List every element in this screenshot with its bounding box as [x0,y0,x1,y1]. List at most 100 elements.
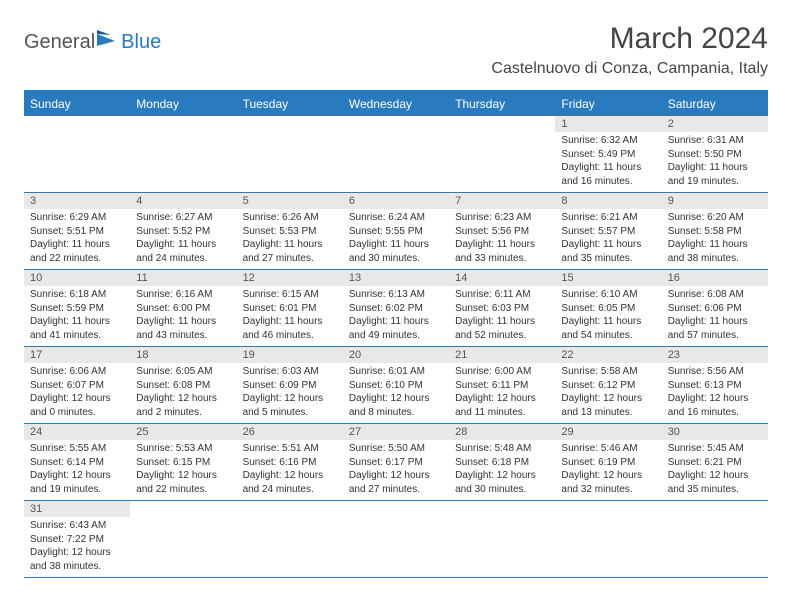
calendar-cell [343,501,449,578]
day-number: 27 [343,424,449,440]
calendar-cell: 10Sunrise: 6:18 AMSunset: 5:59 PMDayligh… [24,270,130,347]
sunset-text: Sunset: 6:03 PM [455,302,549,316]
sunset-text: Sunset: 5:58 PM [668,225,762,239]
sunrise-text: Sunrise: 5:58 AM [561,365,655,379]
sunset-text: Sunset: 5:57 PM [561,225,655,239]
day-info: Sunrise: 6:15 AMSunset: 6:01 PMDaylight:… [237,286,343,346]
daylight-text: Daylight: 11 hours and 24 minutes. [136,238,230,265]
day-info: Sunrise: 6:24 AMSunset: 5:55 PMDaylight:… [343,209,449,269]
daylight-text: Daylight: 11 hours and 46 minutes. [243,315,337,342]
sunrise-text: Sunrise: 6:05 AM [136,365,230,379]
calendar-cell: 8Sunrise: 6:21 AMSunset: 5:57 PMDaylight… [555,193,661,270]
calendar-cell: 4Sunrise: 6:27 AMSunset: 5:52 PMDaylight… [130,193,236,270]
day-info: Sunrise: 5:55 AMSunset: 6:14 PMDaylight:… [24,440,130,500]
calendar-cell: 26Sunrise: 5:51 AMSunset: 6:16 PMDayligh… [237,424,343,501]
sunrise-text: Sunrise: 6:06 AM [30,365,124,379]
calendar-cell: 12Sunrise: 6:15 AMSunset: 6:01 PMDayligh… [237,270,343,347]
calendar-cell: 27Sunrise: 5:50 AMSunset: 6:17 PMDayligh… [343,424,449,501]
calendar-cell [237,501,343,578]
sunset-text: Sunset: 5:51 PM [30,225,124,239]
day-info: Sunrise: 6:43 AMSunset: 7:22 PMDaylight:… [24,517,130,577]
calendar-cell: 29Sunrise: 5:46 AMSunset: 6:19 PMDayligh… [555,424,661,501]
daylight-text: Daylight: 11 hours and 38 minutes. [668,238,762,265]
day-number: 25 [130,424,236,440]
weekday-header: Tuesday [237,91,343,116]
calendar-cell [662,501,768,578]
weekday-header: Friday [555,91,661,116]
sunset-text: Sunset: 6:10 PM [349,379,443,393]
day-info: Sunrise: 6:16 AMSunset: 6:00 PMDaylight:… [130,286,236,346]
calendar-body: 1Sunrise: 6:32 AMSunset: 5:49 PMDaylight… [24,116,768,578]
day-number: 13 [343,270,449,286]
day-number: 19 [237,347,343,363]
calendar-cell: 25Sunrise: 5:53 AMSunset: 6:15 PMDayligh… [130,424,236,501]
logo-text-general: General [24,31,95,54]
calendar-cell: 31Sunrise: 6:43 AMSunset: 7:22 PMDayligh… [24,501,130,578]
day-info: Sunrise: 6:03 AMSunset: 6:09 PMDaylight:… [237,363,343,423]
calendar-cell: 9Sunrise: 6:20 AMSunset: 5:58 PMDaylight… [662,193,768,270]
sunset-text: Sunset: 6:12 PM [561,379,655,393]
calendar-cell [555,501,661,578]
daylight-text: Daylight: 12 hours and 24 minutes. [243,469,337,496]
sunset-text: Sunset: 5:59 PM [30,302,124,316]
sunrise-text: Sunrise: 6:27 AM [136,211,230,225]
sunset-text: Sunset: 6:11 PM [455,379,549,393]
sunrise-text: Sunrise: 6:29 AM [30,211,124,225]
daylight-text: Daylight: 12 hours and 16 minutes. [668,392,762,419]
sunset-text: Sunset: 6:15 PM [136,456,230,470]
calendar-row: 1Sunrise: 6:32 AMSunset: 5:49 PMDaylight… [24,116,768,193]
calendar-cell: 24Sunrise: 5:55 AMSunset: 6:14 PMDayligh… [24,424,130,501]
sunrise-text: Sunrise: 5:46 AM [561,442,655,456]
day-number: 28 [449,424,555,440]
sunrise-text: Sunrise: 5:45 AM [668,442,762,456]
sunrise-text: Sunrise: 6:31 AM [668,134,762,148]
day-number: 8 [555,193,661,209]
sunrise-text: Sunrise: 6:03 AM [243,365,337,379]
daylight-text: Daylight: 12 hours and 27 minutes. [349,469,443,496]
day-number: 31 [24,501,130,517]
calendar-cell [449,501,555,578]
day-number: 22 [555,347,661,363]
sunset-text: Sunset: 6:02 PM [349,302,443,316]
weekday-header: Thursday [449,91,555,116]
day-info: Sunrise: 6:11 AMSunset: 6:03 PMDaylight:… [449,286,555,346]
calendar-cell: 5Sunrise: 6:26 AMSunset: 5:53 PMDaylight… [237,193,343,270]
day-info: Sunrise: 6:32 AMSunset: 5:49 PMDaylight:… [555,132,661,192]
sunset-text: Sunset: 6:13 PM [668,379,762,393]
day-info: Sunrise: 5:58 AMSunset: 6:12 PMDaylight:… [555,363,661,423]
daylight-text: Daylight: 12 hours and 19 minutes. [30,469,124,496]
sunset-text: Sunset: 5:56 PM [455,225,549,239]
calendar-cell: 3Sunrise: 6:29 AMSunset: 5:51 PMDaylight… [24,193,130,270]
calendar-cell [343,116,449,193]
weekday-header: Saturday [662,91,768,116]
daylight-text: Daylight: 11 hours and 27 minutes. [243,238,337,265]
calendar-cell: 20Sunrise: 6:01 AMSunset: 6:10 PMDayligh… [343,347,449,424]
calendar-cell: 30Sunrise: 5:45 AMSunset: 6:21 PMDayligh… [662,424,768,501]
calendar-row: 17Sunrise: 6:06 AMSunset: 6:07 PMDayligh… [24,347,768,424]
day-info: Sunrise: 6:21 AMSunset: 5:57 PMDaylight:… [555,209,661,269]
daylight-text: Daylight: 12 hours and 13 minutes. [561,392,655,419]
calendar-cell: 23Sunrise: 5:56 AMSunset: 6:13 PMDayligh… [662,347,768,424]
sunrise-text: Sunrise: 6:10 AM [561,288,655,302]
daylight-text: Daylight: 11 hours and 54 minutes. [561,315,655,342]
sunset-text: Sunset: 6:00 PM [136,302,230,316]
day-info: Sunrise: 6:06 AMSunset: 6:07 PMDaylight:… [24,363,130,423]
day-number: 16 [662,270,768,286]
day-number: 26 [237,424,343,440]
calendar-cell: 17Sunrise: 6:06 AMSunset: 6:07 PMDayligh… [24,347,130,424]
sunset-text: Sunset: 6:14 PM [30,456,124,470]
day-info: Sunrise: 6:27 AMSunset: 5:52 PMDaylight:… [130,209,236,269]
day-number: 10 [24,270,130,286]
logo: General Blue [24,30,161,55]
sunset-text: Sunset: 5:50 PM [668,148,762,162]
weekday-header-row: Sunday Monday Tuesday Wednesday Thursday… [24,91,768,116]
day-number: 7 [449,193,555,209]
sunset-text: Sunset: 6:09 PM [243,379,337,393]
sunrise-text: Sunrise: 6:08 AM [668,288,762,302]
month-title: March 2024 [491,22,768,56]
sunset-text: Sunset: 6:18 PM [455,456,549,470]
calendar-row: 10Sunrise: 6:18 AMSunset: 5:59 PMDayligh… [24,270,768,347]
sunrise-text: Sunrise: 6:26 AM [243,211,337,225]
sunrise-text: Sunrise: 6:15 AM [243,288,337,302]
sunset-text: Sunset: 6:05 PM [561,302,655,316]
